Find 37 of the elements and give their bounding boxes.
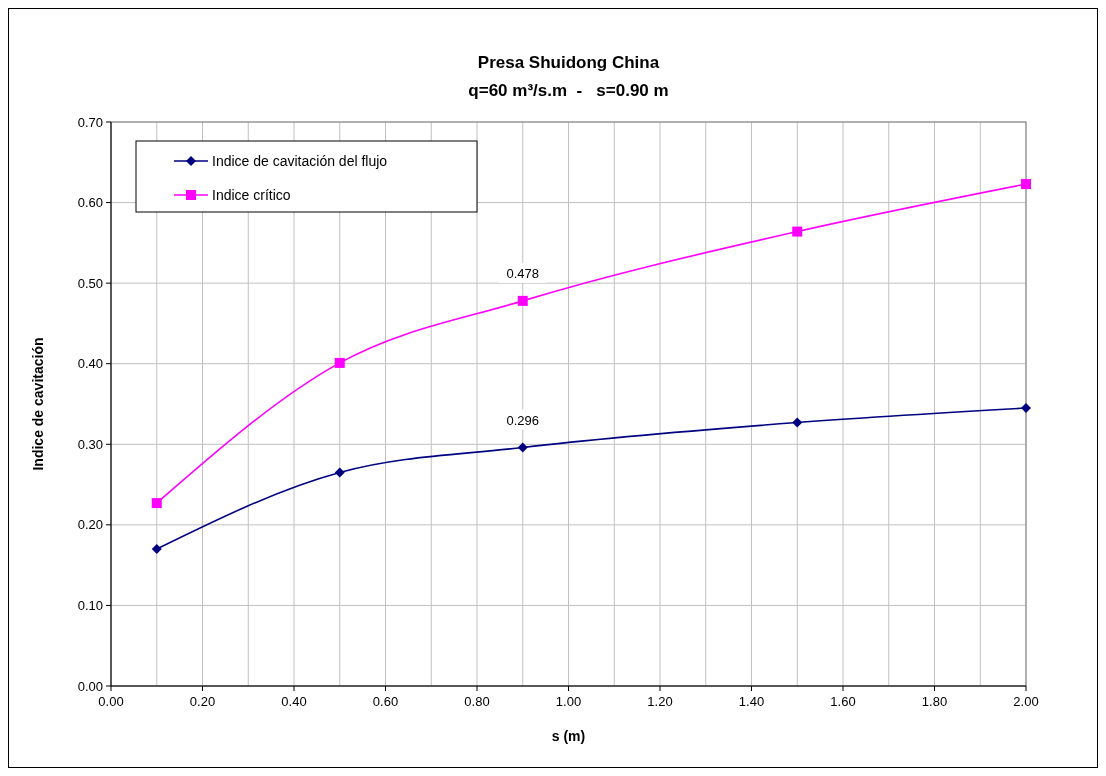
x-axis-title: s (m) <box>551 728 586 744</box>
x-tick-label: 0.00 <box>98 694 124 709</box>
y-tick-label: 0.50 <box>77 275 103 291</box>
point <box>792 417 803 428</box>
y-tick-label: 0.30 <box>77 436 103 452</box>
y-tick-label: 0.60 <box>77 195 103 211</box>
chart-subtitle: q=60 m³/s.m - s=0.90 m <box>468 81 669 100</box>
y-tick-label: 0.00 <box>77 678 103 694</box>
point <box>792 226 803 237</box>
legend-label: Indice crítico <box>212 186 291 203</box>
x-tick-label: 0.20 <box>189 694 216 709</box>
point <box>151 544 162 555</box>
y-tick-label: 0.40 <box>77 356 103 372</box>
y-tick-label: 0.20 <box>77 517 103 533</box>
data-label: 0.296 <box>506 412 540 428</box>
point <box>334 467 345 478</box>
x-tick-label: 0.40 <box>281 694 307 709</box>
x-tick-label: 1.20 <box>647 694 673 709</box>
point <box>517 442 528 453</box>
data-label: 0.478 <box>506 265 540 281</box>
point <box>1021 179 1031 190</box>
chart-title: Presa Shuidong China <box>477 53 660 72</box>
x-tick-label: 1.80 <box>921 694 948 709</box>
legend-label: Indice de cavitación del flujo <box>212 152 388 169</box>
y-tick-label: 0.10 <box>77 597 103 613</box>
x-tick-label: 1.40 <box>738 694 765 709</box>
x-tick-label: 0.80 <box>464 694 490 709</box>
x-tick-label: 1.60 <box>830 694 856 709</box>
x-tick-label: 0.60 <box>372 694 399 709</box>
y-axis-title: Indice de cavitación <box>30 337 46 471</box>
point <box>151 498 162 509</box>
y-tick-label: 0.70 <box>77 114 103 130</box>
point <box>1021 403 1031 414</box>
point <box>334 357 345 368</box>
x-tick-label: 1.00 <box>555 694 582 709</box>
point <box>517 295 528 306</box>
x-tick-label: 2.00 <box>1013 694 1039 709</box>
